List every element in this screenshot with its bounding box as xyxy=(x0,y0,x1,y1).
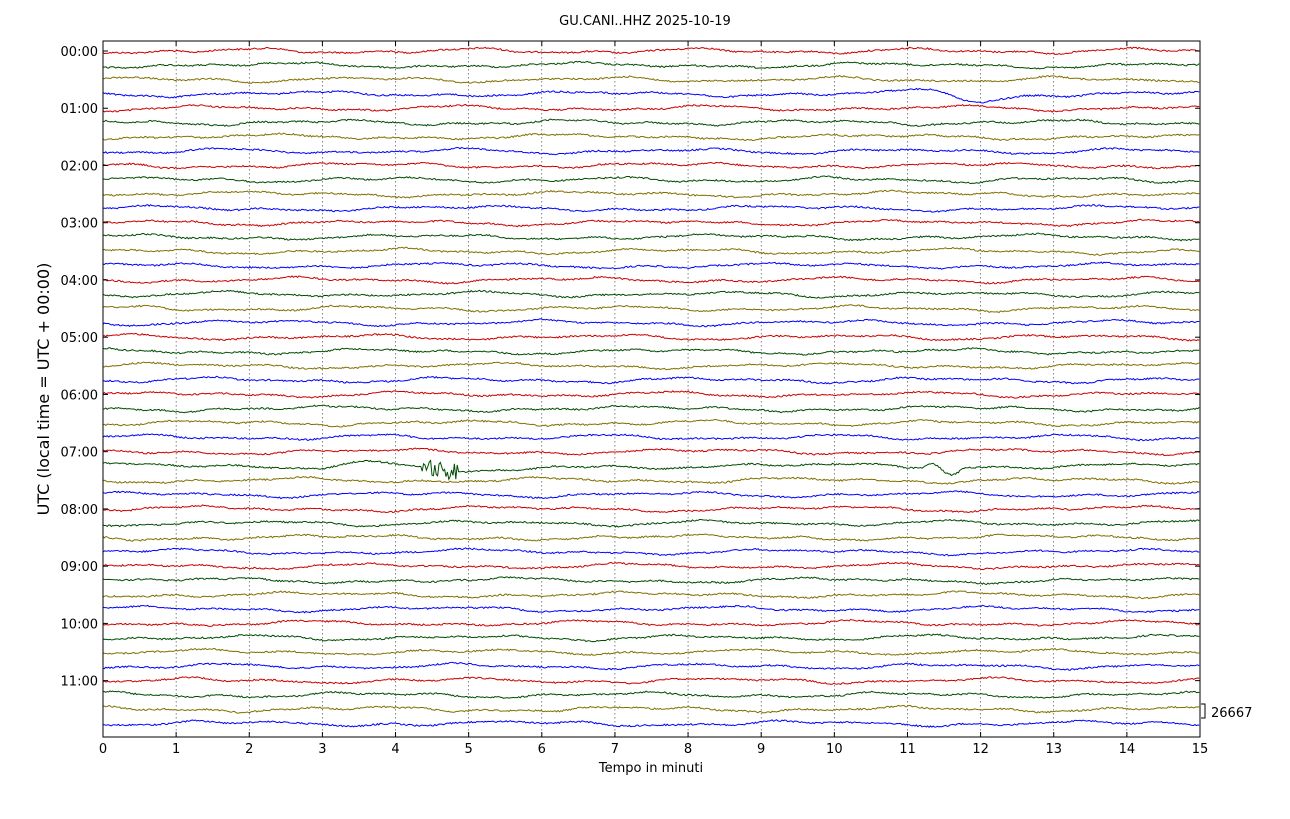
trace-line xyxy=(102,704,1200,714)
x-tick-label: 3 xyxy=(318,742,326,757)
trace-line xyxy=(102,618,1200,627)
x-tick-label: 8 xyxy=(684,742,692,757)
trace-line xyxy=(102,518,1200,528)
trace-line xyxy=(102,533,1200,542)
y-tick-label: 01:00 xyxy=(61,102,98,117)
y-tick-label: 10:00 xyxy=(61,617,98,632)
seismic-traces xyxy=(102,46,1200,729)
trace-line xyxy=(102,475,1200,485)
trace-line xyxy=(102,289,1200,299)
trace-line xyxy=(102,633,1200,643)
x-tick-label: 13 xyxy=(1045,742,1062,757)
trace-line xyxy=(102,447,1200,457)
trace-line xyxy=(102,561,1200,571)
trace-line xyxy=(102,347,1200,356)
trace-line xyxy=(102,189,1200,199)
trace-line xyxy=(102,576,1200,586)
y-tick-label: 04:00 xyxy=(61,274,98,289)
chart-title: GU.CANI..HHZ 2025-10-19 xyxy=(559,14,731,29)
y-axis-label: UTC (local time = UTC + 00:00) xyxy=(34,263,53,516)
trace-line xyxy=(102,332,1200,342)
trace-line xyxy=(102,404,1200,414)
x-tick-label: 7 xyxy=(611,742,619,757)
x-tick-label: 15 xyxy=(1192,742,1209,757)
x-tick-label: 2 xyxy=(245,742,253,757)
trace-line xyxy=(102,74,1200,84)
x-tick-label: 1 xyxy=(172,742,180,757)
trace-line xyxy=(102,261,1200,270)
x-tick-label: 11 xyxy=(899,742,916,757)
plot-frame xyxy=(102,40,1201,738)
trace-line xyxy=(102,60,1200,70)
x-tick-label: 14 xyxy=(1119,742,1136,757)
x-tick-label: 6 xyxy=(538,742,546,757)
y-tick-label: 00:00 xyxy=(61,45,98,60)
trace-line xyxy=(102,361,1200,371)
trace-line xyxy=(102,246,1200,256)
y-tick-label: 09:00 xyxy=(61,560,98,575)
x-axis-ticks: 0 1 2 3 4 5 6 7 8 9 10 11 12 13 14 15 xyxy=(99,41,1208,757)
trace-line xyxy=(102,218,1200,228)
trace-line xyxy=(102,390,1200,399)
x-tick-label: 4 xyxy=(391,742,399,757)
scale-bar: 26667 xyxy=(1201,703,1252,721)
y-tick-label: 08:00 xyxy=(61,503,98,518)
trace-line xyxy=(102,690,1200,699)
trace-line xyxy=(102,132,1200,142)
trace-line xyxy=(102,375,1200,385)
trace-line xyxy=(102,146,1200,156)
trace-line xyxy=(102,647,1200,656)
trace-line xyxy=(102,590,1200,600)
x-tick-label: 0 xyxy=(99,742,107,757)
trace-line xyxy=(102,232,1200,242)
trace-line xyxy=(102,118,1200,128)
trace-line xyxy=(102,490,1200,500)
trace-line xyxy=(102,275,1200,285)
trace-line xyxy=(102,204,1200,213)
x-tick-label: 9 xyxy=(757,742,765,757)
trace-line xyxy=(102,661,1200,671)
trace-line xyxy=(102,418,1200,428)
x-axis-label: Tempo in minuti xyxy=(598,761,703,776)
trace-line xyxy=(102,719,1200,729)
trace-line xyxy=(102,604,1200,614)
y-tick-label: 02:00 xyxy=(61,159,98,174)
trace-line xyxy=(102,46,1200,56)
y-tick-label: 07:00 xyxy=(61,446,98,461)
y-tick-label: 11:00 xyxy=(61,675,98,690)
trace-line xyxy=(102,504,1200,514)
x-tick-label: 12 xyxy=(972,742,989,757)
trace-line xyxy=(102,318,1200,328)
trace-line xyxy=(102,87,1200,104)
y-axis-ticks: 00:00 01:00 02:00 03:00 04:00 05:00 06:00 07:00… xyxy=(61,45,1200,690)
grid-lines xyxy=(175,41,1128,737)
y-tick-label: 03:00 xyxy=(61,217,98,232)
y-tick-label: 05:00 xyxy=(61,331,98,346)
x-tick-label: 10 xyxy=(826,742,843,757)
trace-line xyxy=(102,547,1200,557)
trace-line xyxy=(102,175,1200,185)
trace-line xyxy=(102,304,1200,314)
trace-line xyxy=(102,676,1200,685)
trace-line xyxy=(102,459,1200,481)
trace-line xyxy=(102,161,1200,170)
trace-line xyxy=(102,103,1200,113)
y-tick-label: 06:00 xyxy=(61,388,98,403)
x-tick-label: 5 xyxy=(465,742,473,757)
scale-label: 26667 xyxy=(1211,706,1252,721)
trace-line xyxy=(102,433,1200,442)
